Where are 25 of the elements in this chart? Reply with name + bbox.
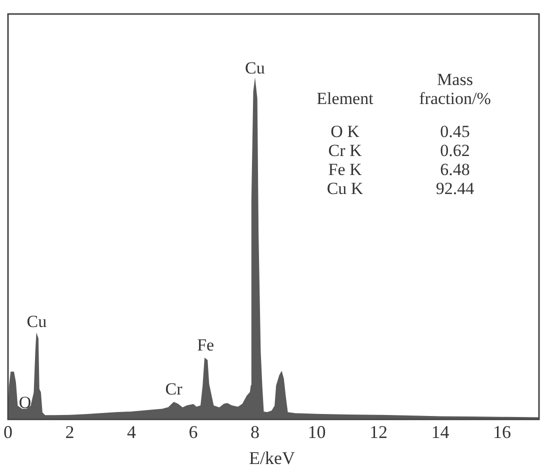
annotation: O	[18, 392, 32, 412]
x-tick-label: 2	[65, 422, 74, 442]
x-tick-label: 4	[126, 422, 136, 442]
x-tick-label: 14	[431, 422, 450, 442]
x-tick-label: 8	[250, 422, 260, 442]
annotation: Cu	[245, 58, 266, 78]
x-tick-label: 16	[492, 422, 511, 442]
annotation: Fe K	[327, 160, 363, 179]
x-axis-title: E/keV	[248, 448, 296, 469]
annotation: O K	[330, 122, 360, 141]
annotation: Cu K	[326, 179, 364, 198]
annotation: Element	[316, 89, 374, 108]
annotation: 0.62	[439, 141, 471, 160]
annotation: Cu	[26, 312, 48, 331]
x-tick-label: 0	[4, 422, 12, 442]
annotation: 0.45	[439, 122, 471, 141]
annotation: Cr	[165, 379, 183, 398]
annotation: Fe	[197, 336, 214, 355]
x-tick-label: 10	[308, 422, 326, 442]
annotation: Cr K	[327, 141, 363, 160]
x-tick-label: 6	[188, 422, 198, 442]
annotation: Mass fraction/%	[418, 70, 492, 108]
x-tick-label: 12	[369, 422, 388, 442]
annotation: 6.48	[439, 160, 471, 179]
annotation: 92.44	[434, 179, 476, 198]
